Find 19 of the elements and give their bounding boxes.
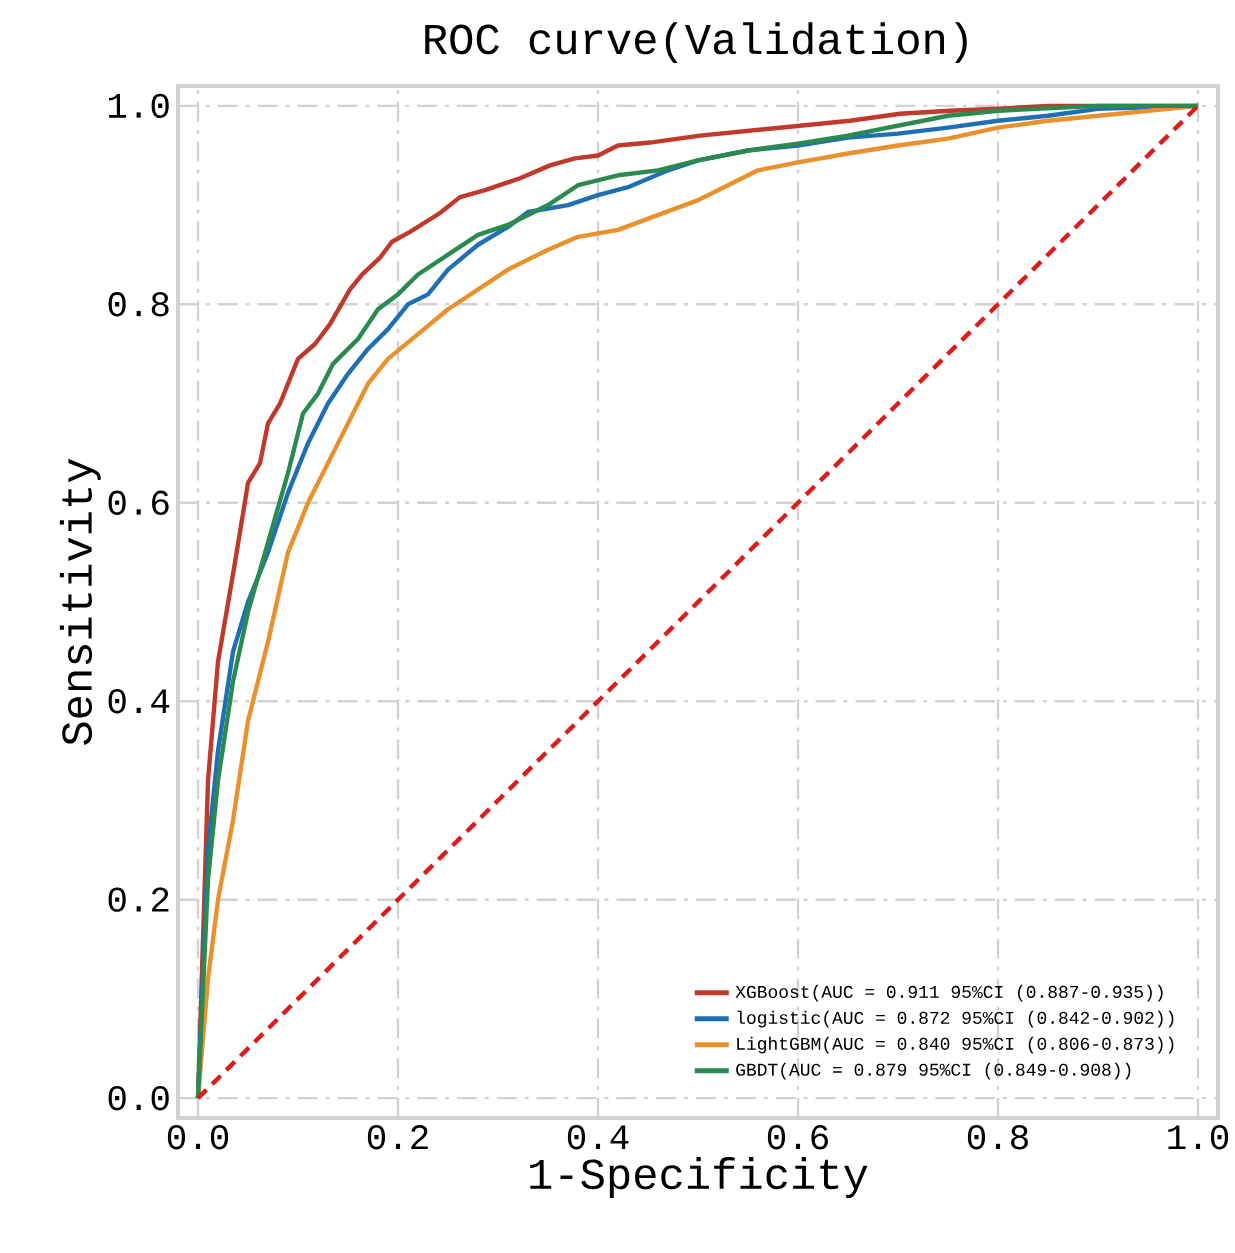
x-tick-label: 1.0 (1168, 1125, 1229, 1150)
x-tick-label: 0.2 (367, 1125, 428, 1150)
y-tick-label: 0.6 (108, 490, 169, 515)
x-axis-title: 1-Specificity (530, 1157, 868, 1198)
y-tick-label: 0.0 (108, 1085, 169, 1111)
legend-label: XGBoost(AUC = 0.911 95%CI (0.887-0.935)) (735, 984, 1163, 1002)
legend-label: logistic(AUC = 0.872 95%CI (0.842-0.902)) (737, 1010, 1174, 1028)
y-axis-title: Sensitivity (59, 458, 101, 745)
x-tick-label: 0.6 (767, 1125, 828, 1150)
legend-label: LightGBM(AUC = 0.840 95%CI (0.806-0.873)) (737, 1036, 1174, 1054)
y-tick-label: 0.4 (108, 689, 170, 714)
x-tick-label: 0.8 (967, 1125, 1028, 1150)
chart-title: ROC curve(Validation) (425, 22, 967, 64)
legend-label: GBDT(AUC = 0.879 95%CI (0.849-0.908)) (736, 1062, 1131, 1080)
y-tick-label: 0.8 (108, 292, 169, 317)
x-tick-label: 0.4 (567, 1125, 629, 1150)
x-tick-label: 0.0 (167, 1125, 229, 1150)
y-tick-label: 0.2 (108, 887, 169, 912)
y-tick-label: 1.0 (108, 93, 169, 118)
